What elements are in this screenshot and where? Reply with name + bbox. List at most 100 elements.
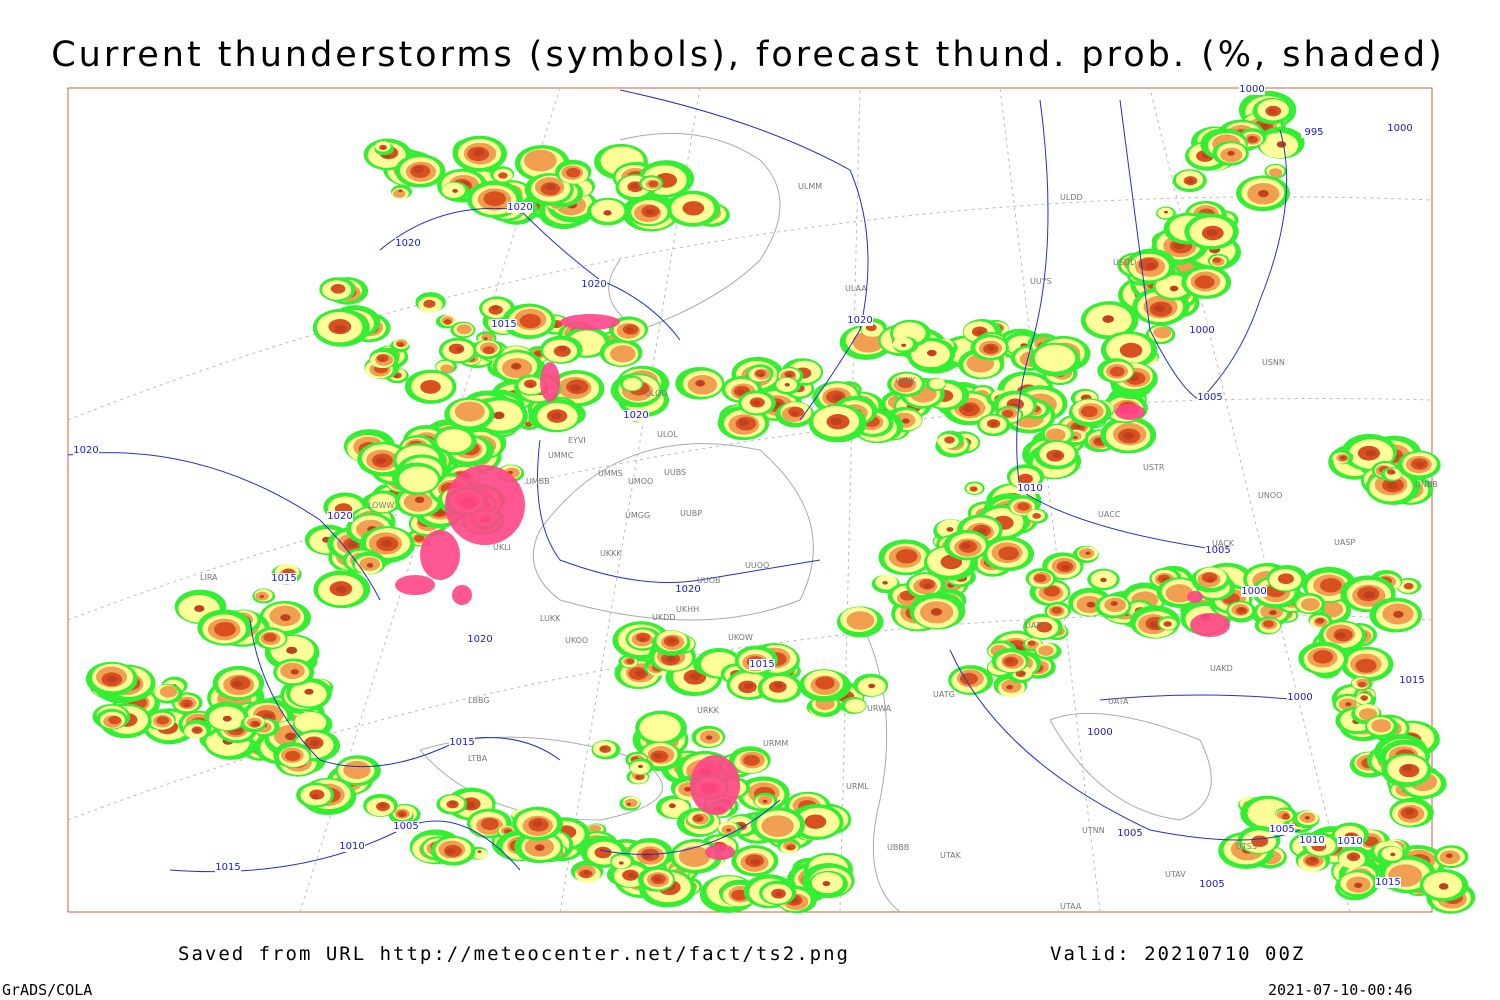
shade-4 — [1145, 262, 1156, 270]
shade-4 — [1438, 883, 1449, 890]
station-label: UMGG — [625, 511, 650, 520]
storm-cluster — [690, 755, 740, 815]
shade-3 — [1212, 257, 1221, 263]
isobar-label-bg — [1199, 879, 1225, 890]
isobar-label-bg — [1399, 675, 1425, 686]
shade-4 — [1309, 857, 1317, 862]
shade-3 — [285, 750, 301, 762]
isobar-label: 1015 — [749, 659, 774, 670]
shade-4 — [583, 870, 591, 875]
thunderstorm-symbols — [395, 314, 1230, 860]
shade-4 — [1345, 702, 1352, 707]
shade-4 — [926, 349, 937, 357]
shade-2 — [456, 324, 472, 335]
station-label: UKOW — [728, 633, 753, 642]
station-label: LIRA — [200, 573, 218, 582]
shade-4 — [1072, 436, 1078, 440]
shade-4 — [901, 343, 907, 347]
shade-4 — [695, 380, 706, 387]
shade-4 — [902, 418, 910, 424]
shade-2 — [1358, 708, 1378, 721]
shade-4 — [477, 850, 482, 853]
shade-4 — [1416, 461, 1425, 468]
shade-2 — [846, 611, 875, 630]
shade-2 — [624, 798, 638, 808]
shade-4 — [445, 319, 450, 322]
shade-4 — [638, 764, 643, 769]
shade-4 — [1110, 601, 1118, 606]
isobar-label-bg — [1241, 586, 1267, 597]
shade-4 — [639, 637, 647, 642]
shade-3 — [1036, 621, 1053, 633]
shade-4 — [449, 801, 457, 806]
shade-4 — [1061, 564, 1070, 571]
shade-4 — [381, 146, 386, 150]
shade-4 — [1276, 141, 1287, 148]
shade-3 — [1320, 578, 1342, 593]
shade-4 — [758, 373, 764, 377]
isobar-label: 1015 — [215, 862, 240, 873]
shade-3 — [414, 534, 425, 542]
isobar-label: 1005 — [1197, 392, 1222, 403]
storm-cluster — [1187, 591, 1203, 603]
shade-4 — [1354, 882, 1363, 889]
shade-4 — [635, 670, 645, 677]
shade-3 — [1263, 620, 1274, 628]
shade-4 — [455, 346, 464, 352]
isobar-label: 1015 — [491, 319, 516, 330]
shade-4 — [1258, 189, 1269, 198]
isobar-label-bg — [1301, 127, 1327, 138]
station-label: UATG — [933, 690, 955, 699]
shade-3 — [815, 676, 835, 690]
map-labels: 1020 1020 1020 1015 1020 1020 1020 1020 1015 1020… — [73, 84, 1438, 911]
station-label: UUYS — [1030, 277, 1052, 286]
shade-4 — [532, 820, 543, 828]
isobar-label: 1005 — [1117, 828, 1142, 839]
station-label: UBBB — [887, 843, 909, 852]
shade-4 — [738, 419, 749, 426]
isobar-label-bg — [507, 202, 533, 213]
shade-2 — [1165, 584, 1194, 603]
shade-3 — [108, 715, 121, 725]
isobar-label: 1000 — [1087, 727, 1112, 738]
shade-4 — [787, 846, 792, 850]
valid-time: Valid: 20210710 00Z — [1050, 943, 1305, 965]
isobar-label: 1010 — [1337, 836, 1362, 847]
isobar-label: 1005 — [1205, 545, 1230, 556]
station-label: UTAK — [940, 851, 962, 860]
shade-1 — [1034, 344, 1076, 372]
shade-4 — [491, 305, 500, 311]
shade-2 — [610, 345, 636, 363]
shade-1 — [399, 466, 438, 493]
shade-4 — [822, 880, 831, 887]
shade-2 — [1371, 719, 1392, 733]
shade-2 — [852, 331, 884, 353]
station-label: ULDD — [1060, 193, 1083, 202]
station-label: UTAV — [1165, 870, 1186, 879]
shade-4 — [1006, 658, 1014, 664]
shade-2 — [440, 364, 454, 374]
shade-3 — [594, 846, 612, 859]
shade-4 — [868, 683, 876, 689]
isobar-label-bg — [1117, 828, 1143, 839]
shade-4 — [977, 528, 987, 535]
shade-4 — [645, 209, 655, 216]
shade-3 — [1017, 502, 1030, 511]
station-label: LBBG — [468, 696, 490, 705]
station-label: UKKK — [600, 549, 622, 558]
isobar-label-bg — [1387, 123, 1413, 134]
shade-4 — [399, 813, 405, 817]
shade-4 — [668, 803, 676, 809]
source-url: Saved from URL http://meteocenter.net/fa… — [178, 943, 850, 965]
shade-4 — [882, 580, 888, 585]
shade-2 — [1153, 326, 1172, 339]
isobar-label: 1000 — [1387, 123, 1412, 134]
shade-3 — [895, 549, 918, 564]
isobar-label: 1020 — [507, 202, 532, 213]
shade-3 — [1281, 814, 1291, 820]
shade-4 — [1445, 853, 1453, 859]
shade-4 — [667, 637, 676, 644]
station-label: UTNN — [1082, 826, 1105, 835]
shade-4 — [1163, 210, 1168, 214]
